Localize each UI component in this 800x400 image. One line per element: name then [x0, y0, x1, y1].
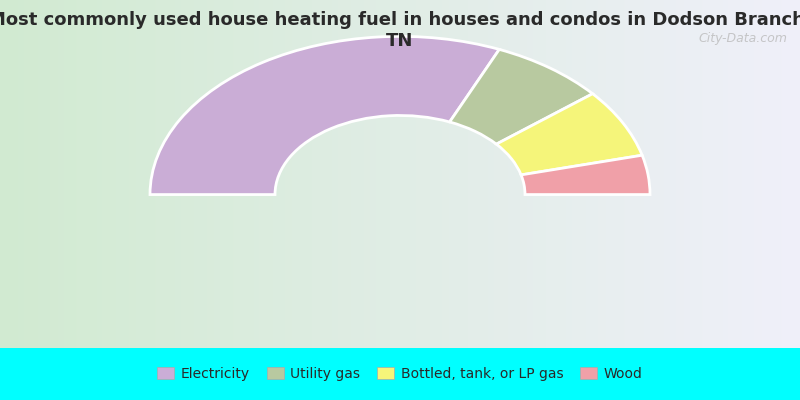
Text: City-Data.com: City-Data.com: [698, 32, 787, 45]
Wedge shape: [496, 94, 642, 175]
Wedge shape: [521, 155, 650, 194]
Wedge shape: [450, 49, 593, 144]
Text: Most commonly used house heating fuel in houses and condos in Dodson Branch,
TN: Most commonly used house heating fuel in…: [0, 11, 800, 50]
Wedge shape: [150, 36, 499, 194]
Legend: Electricity, Utility gas, Bottled, tank, or LP gas, Wood: Electricity, Utility gas, Bottled, tank,…: [152, 362, 648, 386]
